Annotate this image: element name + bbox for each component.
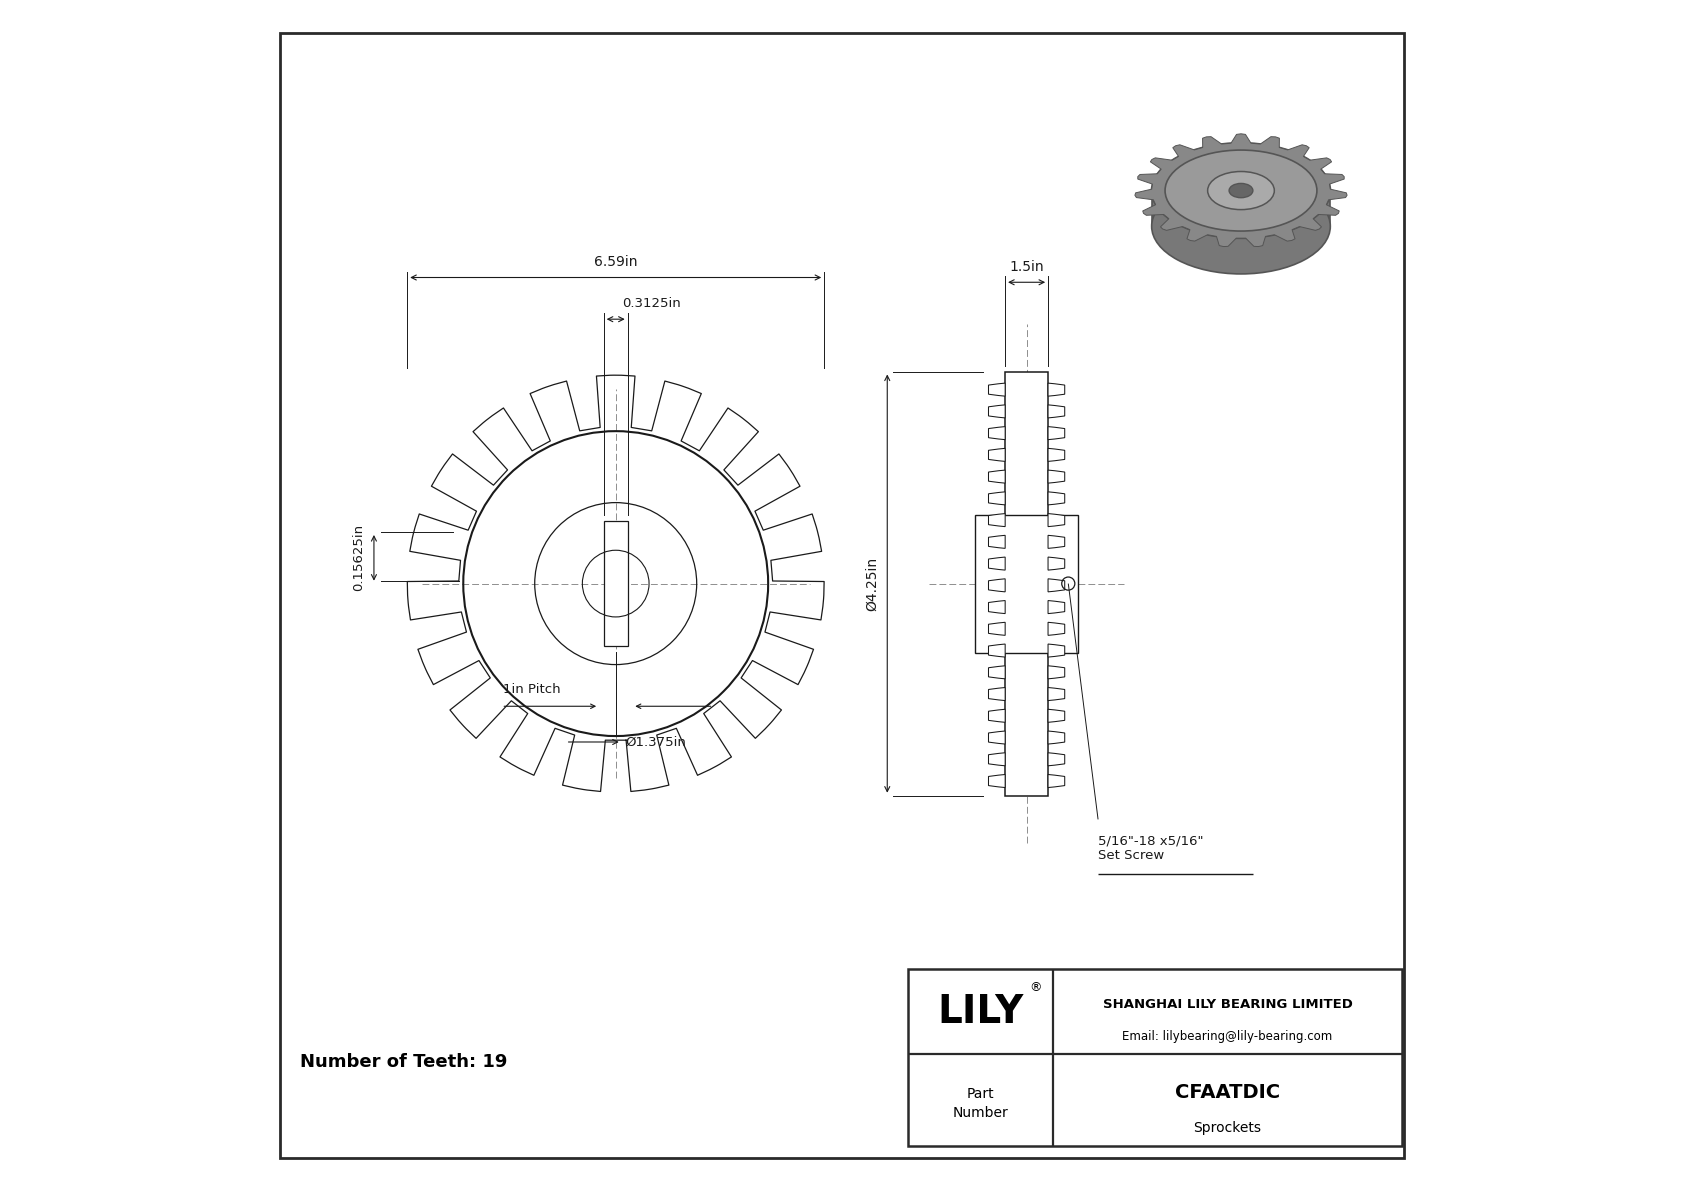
Text: Number of Teeth: 19: Number of Teeth: 19 [300, 1053, 507, 1072]
Polygon shape [1047, 644, 1064, 657]
Ellipse shape [1152, 143, 1330, 238]
Polygon shape [989, 666, 1005, 679]
Polygon shape [989, 774, 1005, 787]
Ellipse shape [1207, 172, 1275, 210]
Polygon shape [989, 470, 1005, 484]
Polygon shape [1047, 710, 1064, 722]
Polygon shape [1047, 666, 1064, 679]
Polygon shape [1047, 492, 1064, 505]
Text: Ø1.375in: Ø1.375in [625, 736, 685, 748]
Text: CFAATDIC: CFAATDIC [1175, 1084, 1280, 1103]
Text: SHANGHAI LILY BEARING LIMITED: SHANGHAI LILY BEARING LIMITED [1103, 998, 1352, 1011]
Polygon shape [1047, 557, 1064, 570]
Polygon shape [1047, 384, 1064, 397]
Text: Part
Number: Part Number [953, 1086, 1009, 1121]
Polygon shape [1047, 687, 1064, 700]
Polygon shape [408, 375, 823, 792]
FancyBboxPatch shape [1152, 191, 1330, 226]
Polygon shape [1047, 470, 1064, 484]
Text: Ø4.25in: Ø4.25in [866, 556, 879, 611]
Polygon shape [1047, 513, 1064, 526]
Polygon shape [989, 731, 1005, 744]
Ellipse shape [1229, 183, 1253, 198]
Text: 1in Pitch: 1in Pitch [502, 684, 561, 696]
Polygon shape [1047, 426, 1064, 439]
Polygon shape [1047, 600, 1064, 613]
Text: 0.15625in: 0.15625in [352, 524, 365, 592]
Bar [605, 522, 628, 646]
Text: Sprockets: Sprockets [1194, 1121, 1261, 1135]
Bar [908, 969, 1401, 1146]
Text: 1.5in: 1.5in [1009, 260, 1044, 274]
Text: Email: lilybearing@lily-bearing.com: Email: lilybearing@lily-bearing.com [1123, 1030, 1332, 1043]
Polygon shape [1047, 535, 1064, 548]
Polygon shape [989, 513, 1005, 526]
Polygon shape [1047, 579, 1064, 592]
Polygon shape [989, 622, 1005, 635]
Polygon shape [989, 448, 1005, 461]
Bar [975, 515, 1078, 653]
Polygon shape [989, 384, 1005, 397]
Text: ®: ® [1029, 980, 1041, 993]
Polygon shape [1047, 622, 1064, 635]
Text: 0.3125in: 0.3125in [621, 298, 680, 310]
Polygon shape [1047, 753, 1064, 766]
Bar [1005, 372, 1047, 796]
Text: 6.59in: 6.59in [594, 255, 638, 269]
Polygon shape [989, 644, 1005, 657]
Polygon shape [1135, 133, 1347, 247]
Text: LILY: LILY [938, 993, 1024, 1030]
Polygon shape [989, 600, 1005, 613]
Polygon shape [1047, 448, 1064, 461]
Polygon shape [989, 710, 1005, 722]
Polygon shape [1047, 731, 1064, 744]
Polygon shape [1047, 405, 1064, 418]
Polygon shape [989, 405, 1005, 418]
Polygon shape [989, 687, 1005, 700]
Ellipse shape [1152, 179, 1330, 274]
Polygon shape [989, 579, 1005, 592]
Polygon shape [989, 557, 1005, 570]
Polygon shape [989, 492, 1005, 505]
Polygon shape [989, 426, 1005, 439]
Polygon shape [989, 753, 1005, 766]
Ellipse shape [1165, 150, 1317, 231]
Polygon shape [1047, 774, 1064, 787]
Text: 5/16"-18 x5/16"
Set Screw: 5/16"-18 x5/16" Set Screw [1098, 834, 1204, 862]
Polygon shape [989, 535, 1005, 548]
